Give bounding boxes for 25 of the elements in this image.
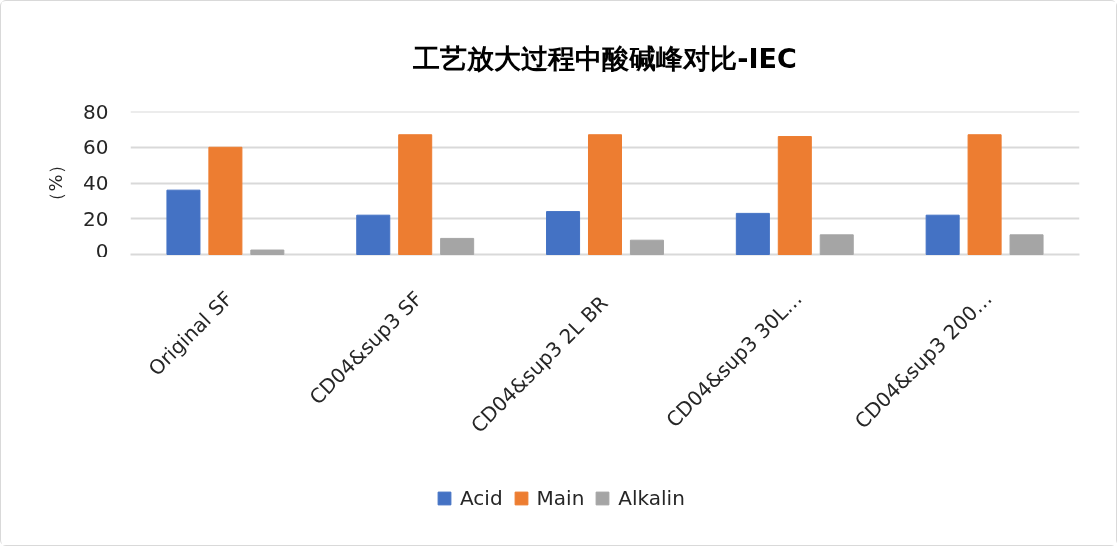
y-tick-label: 60 — [83, 135, 109, 160]
y-tick-label: 80 — [83, 99, 109, 124]
y-tick-label: 0 — [95, 238, 109, 263]
legend-label: Main — [536, 486, 585, 510]
bar — [1009, 234, 1044, 255]
bar — [440, 237, 475, 255]
y-axis-title: （%） — [45, 156, 67, 210]
bar — [629, 239, 664, 255]
bar — [398, 134, 433, 255]
bar — [208, 146, 243, 255]
bar — [735, 212, 770, 255]
bar — [587, 134, 623, 255]
bar — [967, 134, 1002, 255]
bar — [250, 249, 285, 255]
bar — [546, 211, 581, 255]
legend-label: Acid — [460, 486, 503, 510]
bar — [777, 136, 812, 255]
chart-title: 工艺放大过程中酸碱峰对比-IEC — [412, 42, 797, 74]
bar — [925, 214, 960, 255]
y-tick-label: 40 — [83, 171, 109, 195]
bar — [819, 234, 854, 255]
bar — [356, 214, 391, 255]
bar — [166, 189, 201, 255]
legend-label: Alkalin — [618, 486, 685, 510]
y-tick-label: 20 — [83, 206, 109, 231]
